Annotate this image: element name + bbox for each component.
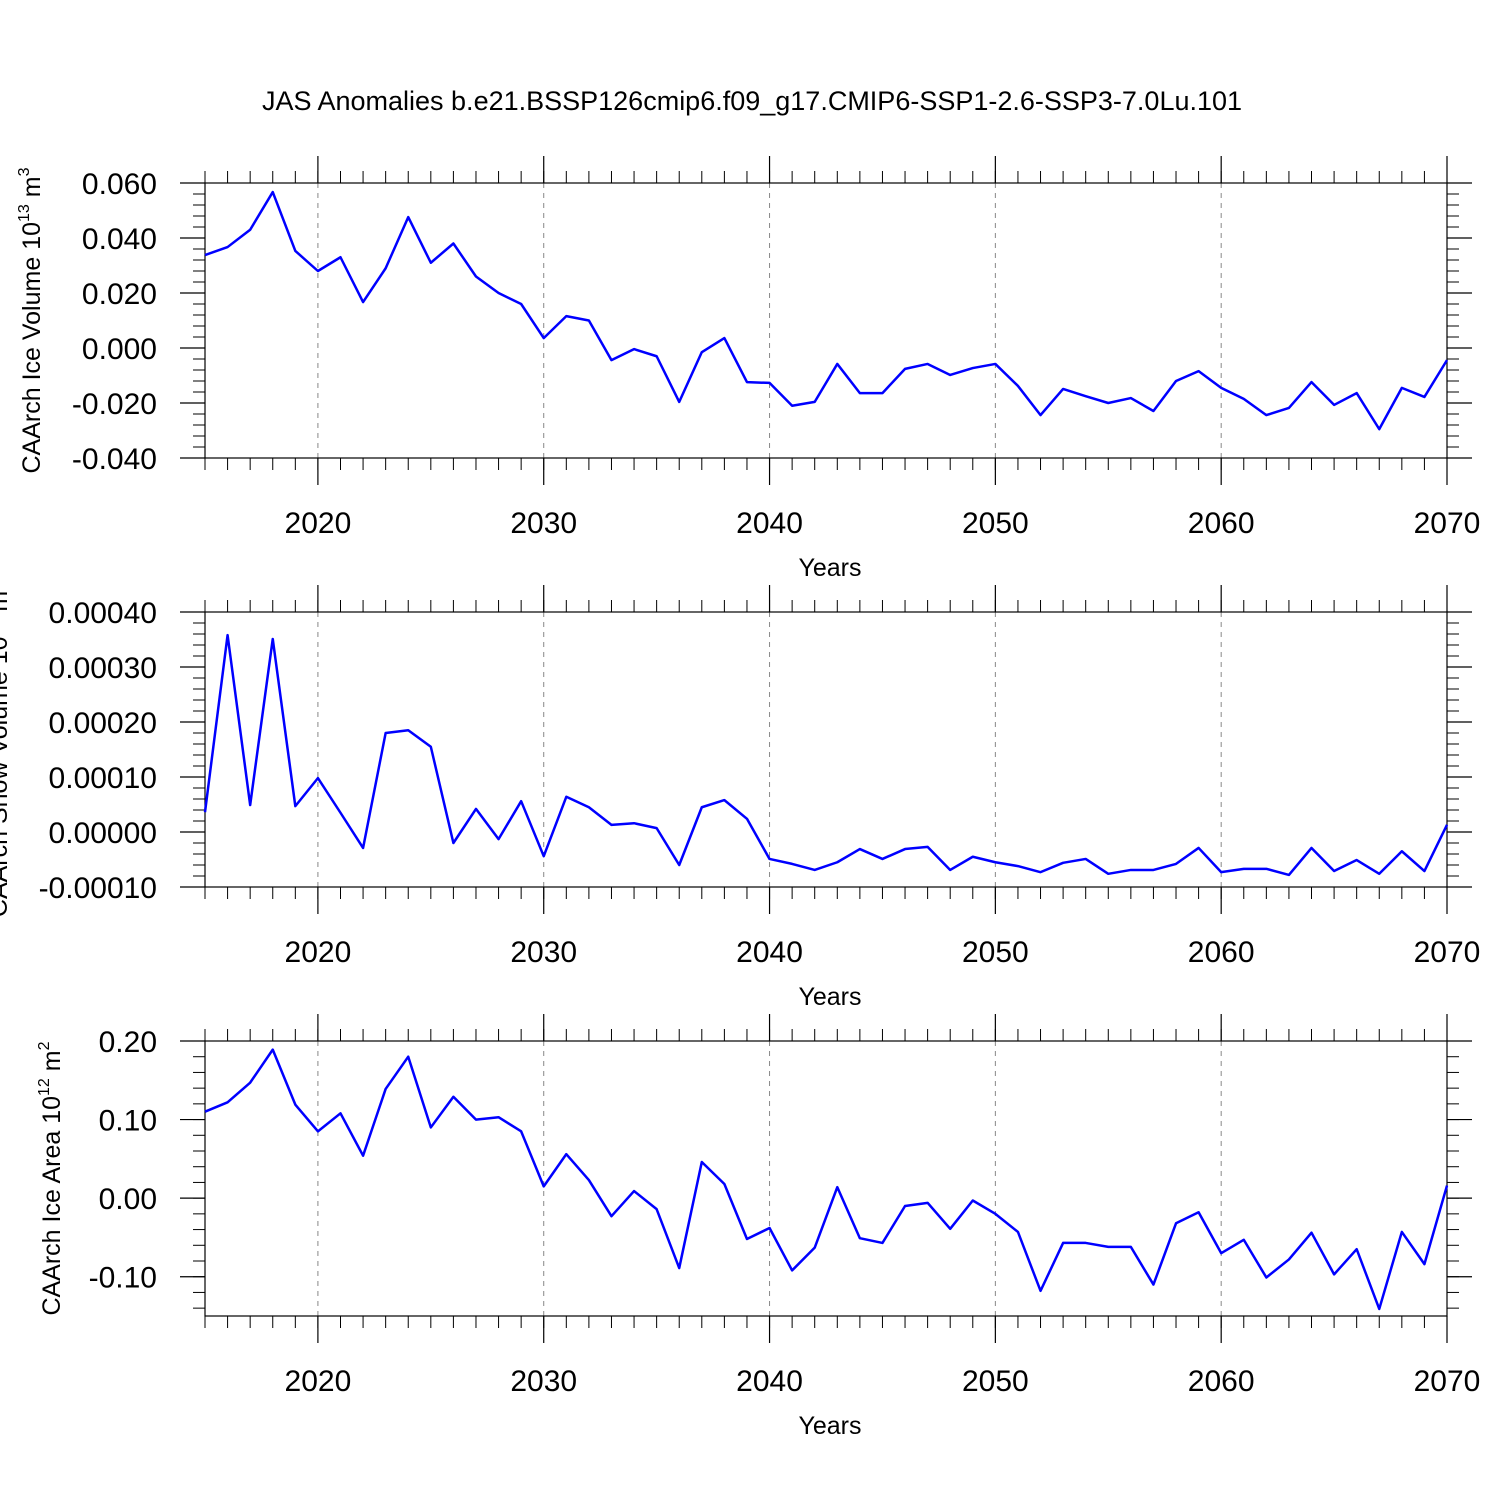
x-tick-label: 2020: [285, 936, 352, 969]
y-axis-label-unit: m: [18, 176, 46, 197]
y-axis-label-text: CAArch Ice Area 10: [38, 1096, 66, 1316]
x-tick-label: 2070: [1414, 507, 1481, 540]
x-axis-label: Years: [798, 1412, 861, 1440]
plot-frame: [204, 1040, 1448, 1317]
x-tick-label: 2030: [510, 936, 577, 969]
x-tick-label: 2040: [736, 507, 803, 540]
y-axis-label-unit-power: 3: [16, 167, 33, 176]
y-tick-label: 0.020: [82, 278, 157, 311]
x-tick-label: 2050: [962, 507, 1029, 540]
x-tick-label: 2050: [962, 1365, 1029, 1398]
y-axis-label: CAArch Snow Volume 1013m3: [0, 582, 13, 917]
y-tick-label: 0.00: [99, 1183, 157, 1216]
x-tick-label: 2060: [1188, 936, 1255, 969]
plot-frame: [204, 611, 1448, 888]
y-tick-label: 0.060: [82, 168, 157, 201]
chart-title: JAS Anomalies b.e21.BSSP126cmip6.f09_g17…: [262, 86, 1242, 116]
x-tick-label: 2060: [1188, 1365, 1255, 1398]
x-tick-label: 2050: [962, 936, 1029, 969]
y-tick-label: -0.10: [89, 1262, 157, 1295]
x-tick-label: 2060: [1188, 507, 1255, 540]
y-axis-label-text: CAArch Snow Volume 10: [0, 636, 13, 917]
data-line: [204, 190, 1449, 431]
x-tick-label: 2040: [736, 936, 803, 969]
plot-frame: [204, 182, 1448, 459]
y-tick-label: 0.00030: [49, 652, 157, 685]
x-tick-label: 2070: [1414, 936, 1481, 969]
y-tick-label: 0.00040: [49, 597, 157, 630]
y-tick-label: 0.10: [99, 1105, 157, 1138]
y-axis-label-unit: m: [0, 591, 13, 612]
y-tick-label: 0.00000: [49, 817, 157, 850]
y-tick-label: 0.000: [82, 333, 157, 366]
data-line: [204, 1048, 1449, 1311]
y-tick-label: 0.00020: [49, 707, 157, 740]
y-axis-label: CAArch Ice Area 1012 m2: [36, 1041, 66, 1315]
y-axis-label-power: 13: [16, 204, 33, 222]
y-tick-label: -0.00010: [39, 872, 157, 905]
y-tick-label: -0.040: [72, 443, 157, 476]
y-axis-label-unit-power: 2: [36, 1041, 53, 1050]
x-tick-label: 2030: [510, 1365, 577, 1398]
x-tick-label: 2070: [1414, 1365, 1481, 1398]
y-tick-label: -0.020: [72, 388, 157, 421]
y-axis-label: CAArch Ice Volume 1013 m3: [16, 167, 46, 473]
x-axis-label: Years: [798, 554, 861, 582]
y-tick-label: 0.040: [82, 223, 157, 256]
x-axis-label: Years: [798, 983, 861, 1011]
x-tick-label: 2040: [736, 1365, 803, 1398]
x-tick-label: 2030: [510, 507, 577, 540]
y-axis-label-text: CAArch Ice Volume 10: [18, 222, 46, 474]
y-axis-label-unit: m: [38, 1050, 66, 1071]
x-tick-label: 2020: [285, 507, 352, 540]
y-axis-label-power: 12: [36, 1078, 53, 1096]
y-tick-label: 0.20: [99, 1026, 157, 1059]
data-line: [203, 633, 1449, 877]
x-tick-label: 2020: [285, 1365, 352, 1398]
y-tick-label: 0.00010: [49, 762, 157, 795]
